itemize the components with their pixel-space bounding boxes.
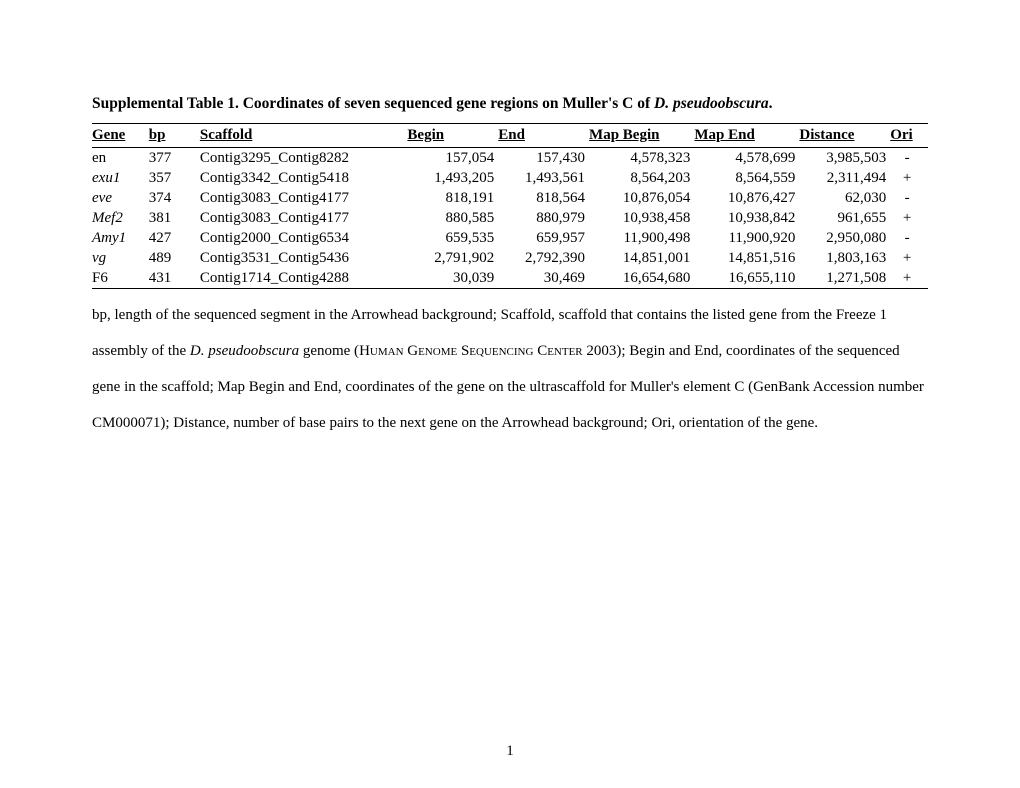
table-caption: Supplemental Table 1. Coordinates of sev… (92, 95, 928, 113)
cell-mapbegin: 10,876,054 (589, 188, 694, 208)
cell-gene: exu1 (92, 168, 149, 188)
caption-prefix: Supplemental Table 1. Coordinates of sev… (92, 95, 654, 112)
col-header-bp: bp (149, 124, 200, 148)
table-header-row: Gene bp Scaffold Begin End Map Begin Map… (92, 124, 928, 148)
col-header-distance: Distance (799, 124, 890, 148)
cell-bp: 431 (149, 268, 200, 289)
footnote-smallcaps: Human Genome Sequencing Center (359, 343, 583, 359)
cell-bp: 427 (149, 228, 200, 248)
cell-distance: 961,655 (799, 208, 890, 228)
col-header-mapend: Map End (694, 124, 799, 148)
cell-gene: Mef2 (92, 208, 149, 228)
cell-gene: F6 (92, 268, 149, 289)
cell-bp: 489 (149, 248, 200, 268)
cell-bp: 381 (149, 208, 200, 228)
cell-mapend: 10,938,842 (694, 208, 799, 228)
table-row: Amy1427Contig2000_Contig6534659,535659,9… (92, 228, 928, 248)
table-row: en377Contig3295_Contig8282157,054157,430… (92, 148, 928, 169)
cell-end: 880,979 (498, 208, 589, 228)
cell-gene: Amy1 (92, 228, 149, 248)
cell-end: 2,792,390 (498, 248, 589, 268)
cell-end: 30,469 (498, 268, 589, 289)
cell-distance: 2,311,494 (799, 168, 890, 188)
cell-ori: + (890, 168, 928, 188)
cell-scaffold: Contig3342_Contig5418 (200, 168, 408, 188)
cell-scaffold: Contig1714_Contig4288 (200, 268, 408, 289)
table-row: F6431Contig1714_Contig428830,03930,46916… (92, 268, 928, 289)
cell-mapend: 8,564,559 (694, 168, 799, 188)
cell-begin: 880,585 (407, 208, 498, 228)
cell-end: 659,957 (498, 228, 589, 248)
caption-suffix: . (769, 95, 773, 112)
cell-ori: + (890, 208, 928, 228)
cell-gene: vg (92, 248, 149, 268)
col-header-scaffold: Scaffold (200, 124, 408, 148)
page-number: 1 (0, 743, 1020, 760)
cell-end: 818,564 (498, 188, 589, 208)
coordinates-table: Gene bp Scaffold Begin End Map Begin Map… (92, 123, 928, 289)
col-header-end: End (498, 124, 589, 148)
table-row: Mef2381Contig3083_Contig4177880,585880,9… (92, 208, 928, 228)
cell-begin: 659,535 (407, 228, 498, 248)
cell-mapbegin: 14,851,001 (589, 248, 694, 268)
cell-begin: 1,493,205 (407, 168, 498, 188)
cell-scaffold: Contig3083_Contig4177 (200, 188, 408, 208)
cell-ori: - (890, 148, 928, 169)
table-row: exu1357Contig3342_Contig54181,493,2051,4… (92, 168, 928, 188)
cell-ori: + (890, 248, 928, 268)
table-footnote: bp, length of the sequenced segment in t… (92, 297, 928, 441)
cell-mapend: 10,876,427 (694, 188, 799, 208)
footnote-species: D. pseudoobscura (190, 343, 299, 359)
cell-mapend: 4,578,699 (694, 148, 799, 169)
cell-end: 1,493,561 (498, 168, 589, 188)
cell-mapend: 14,851,516 (694, 248, 799, 268)
cell-gene: eve (92, 188, 149, 208)
caption-species: D. pseudoobscura (654, 95, 769, 112)
cell-ori: - (890, 228, 928, 248)
col-header-mapbegin: Map Begin (589, 124, 694, 148)
cell-begin: 157,054 (407, 148, 498, 169)
cell-distance: 1,803,163 (799, 248, 890, 268)
cell-begin: 30,039 (407, 268, 498, 289)
cell-distance: 62,030 (799, 188, 890, 208)
cell-mapbegin: 16,654,680 (589, 268, 694, 289)
cell-mapbegin: 11,900,498 (589, 228, 694, 248)
cell-distance: 1,271,508 (799, 268, 890, 289)
cell-mapbegin: 8,564,203 (589, 168, 694, 188)
cell-ori: + (890, 268, 928, 289)
cell-bp: 377 (149, 148, 200, 169)
cell-scaffold: Contig3083_Contig4177 (200, 208, 408, 228)
cell-mapend: 16,655,110 (694, 268, 799, 289)
cell-distance: 3,985,503 (799, 148, 890, 169)
cell-distance: 2,950,080 (799, 228, 890, 248)
cell-scaffold: Contig2000_Contig6534 (200, 228, 408, 248)
col-header-gene: Gene (92, 124, 149, 148)
footnote-part-b: genome ( (299, 343, 359, 359)
cell-mapbegin: 10,938,458 (589, 208, 694, 228)
cell-bp: 357 (149, 168, 200, 188)
table-row: vg489Contig3531_Contig54362,791,9022,792… (92, 248, 928, 268)
cell-mapbegin: 4,578,323 (589, 148, 694, 169)
cell-begin: 2,791,902 (407, 248, 498, 268)
cell-scaffold: Contig3531_Contig5436 (200, 248, 408, 268)
col-header-ori: Ori (890, 124, 928, 148)
cell-gene: en (92, 148, 149, 169)
cell-bp: 374 (149, 188, 200, 208)
cell-begin: 818,191 (407, 188, 498, 208)
cell-ori: - (890, 188, 928, 208)
col-header-begin: Begin (407, 124, 498, 148)
cell-end: 157,430 (498, 148, 589, 169)
cell-scaffold: Contig3295_Contig8282 (200, 148, 408, 169)
table-row: eve374Contig3083_Contig4177818,191818,56… (92, 188, 928, 208)
cell-mapend: 11,900,920 (694, 228, 799, 248)
